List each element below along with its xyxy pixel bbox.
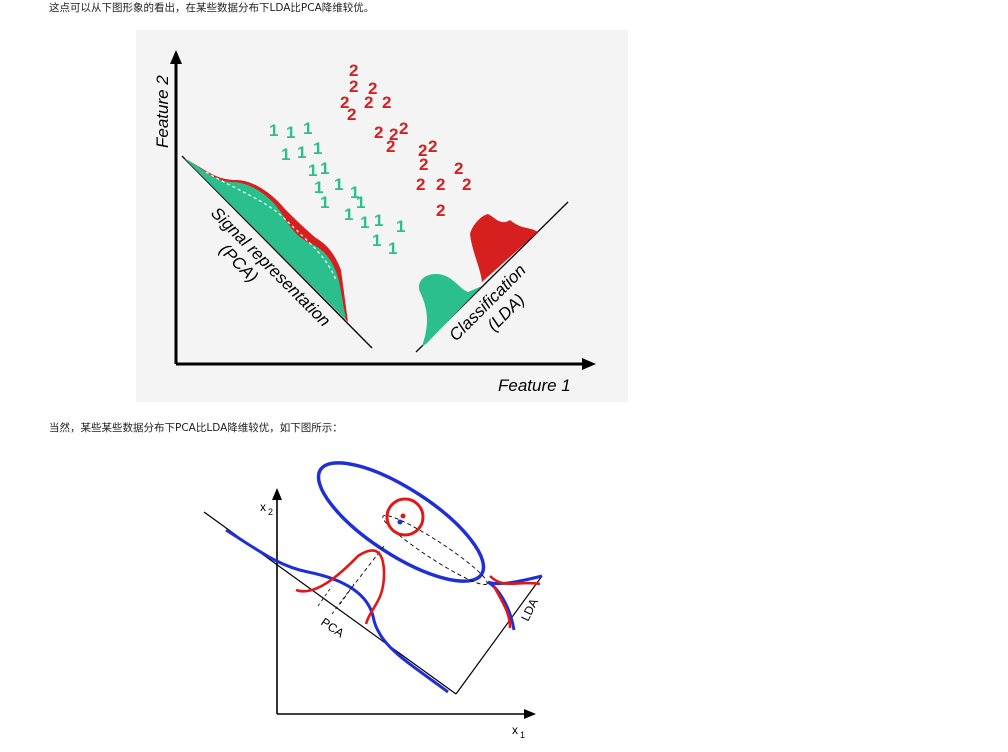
class2-points: 22 22 2 222 2 22 2 22 22 2 22 <box>340 61 471 220</box>
lda-red-top <box>489 575 541 586</box>
class1-point: 1 <box>344 205 353 224</box>
class1-point: 1 <box>308 161 317 180</box>
class1-point: 1 <box>269 121 278 140</box>
figure2-y-subscript: 2 <box>268 507 273 517</box>
class1-point: 1 <box>356 193 365 212</box>
class2-point: 2 <box>436 201 445 220</box>
class1-point: 1 <box>320 159 329 178</box>
class2-point: 2 <box>340 93 349 112</box>
figure2-svg: x 2 x 1 PCA LDA <box>198 456 552 746</box>
class2-point: 2 <box>389 125 398 144</box>
figure2-x-label: x <box>512 723 518 737</box>
lda-class2-distribution <box>470 214 540 282</box>
class2-point: 2 <box>399 119 408 138</box>
pca-class1-distribution <box>184 158 346 320</box>
class2-point: 2 <box>349 61 358 80</box>
class2-point: 2 <box>454 159 463 178</box>
class1-point: 1 <box>320 193 329 212</box>
class1-point: 1 <box>374 211 383 230</box>
class2-point: 2 <box>374 123 383 142</box>
class1-point: 1 <box>360 213 369 232</box>
lda-class1-distribution <box>418 274 482 346</box>
figure1-y-arrow <box>170 50 182 64</box>
class1-point: 1 <box>297 143 306 162</box>
class2-point: 2 <box>368 79 377 98</box>
lda-blue-bottom <box>487 580 516 631</box>
figure2-x-subscript: 1 <box>520 730 525 740</box>
pca-red-distribution <box>295 549 386 625</box>
figure-lda-vs-pca: Feature 2 Feature 1 Signal representatio… <box>136 30 628 402</box>
class1-point: 1 <box>303 119 312 138</box>
class1-point: 1 <box>313 139 322 158</box>
blue-mean-dot <box>397 519 403 525</box>
class1-point: 1 <box>314 178 323 197</box>
pca-guide-3 <box>317 585 333 607</box>
class2-point: 2 <box>462 175 471 194</box>
pca-blue-distribution <box>225 528 449 694</box>
class1-point: 1 <box>350 183 359 202</box>
figure2-background <box>198 456 552 746</box>
class1-point: 1 <box>286 123 295 142</box>
figure1-y-label: Feature 2 <box>153 75 172 148</box>
class1-point: 1 <box>388 239 397 258</box>
class2-point: 2 <box>428 137 437 156</box>
paragraph-intro: 这点可以从下图形象的看出，在某些数据分布下LDA比PCA降维较优。 <box>49 2 375 14</box>
mean-circle <box>385 497 425 537</box>
class2-point: 2 <box>382 93 391 112</box>
figure2-y-label: x <box>260 500 266 514</box>
class1-point: 1 <box>334 175 343 194</box>
class2-point: 2 <box>347 105 356 124</box>
lda-projection-line-2 <box>455 575 543 695</box>
class2-point: 2 <box>349 77 358 96</box>
class2-point: 2 <box>386 137 395 156</box>
pca-projection-line <box>181 155 373 349</box>
class1-point: 1 <box>396 217 405 236</box>
lda-red-bottom <box>492 585 512 629</box>
paragraph-second: 当然，某些某些数据分布下PCA比LDA降维较优，如下图所示： <box>49 422 343 434</box>
figure1-x-arrow <box>582 358 596 370</box>
class1-point: 1 <box>372 231 381 250</box>
class2-point: 2 <box>416 175 425 194</box>
figure1-background <box>136 30 628 402</box>
dashed-inner-ellipse <box>382 514 488 586</box>
pca-guide-4 <box>331 583 355 615</box>
class2-point: 2 <box>436 175 445 194</box>
red-mean-dot <box>400 513 406 519</box>
class2-point: 2 <box>419 155 428 174</box>
figure-pca-vs-lda: x 2 x 1 PCA LDA <box>198 456 552 746</box>
figure1-x-label: Feature 1 <box>498 376 571 395</box>
class2-point: 2 <box>418 141 427 160</box>
class2-point: 2 <box>364 93 373 112</box>
figure2-x-arrow <box>524 709 536 719</box>
class-ellipse <box>316 461 486 583</box>
figure2-y-arrow <box>272 488 282 500</box>
figure1-svg: Feature 2 Feature 1 Signal representatio… <box>136 30 628 402</box>
pca-guide-2 <box>339 589 351 605</box>
class1-point: 1 <box>281 145 290 164</box>
